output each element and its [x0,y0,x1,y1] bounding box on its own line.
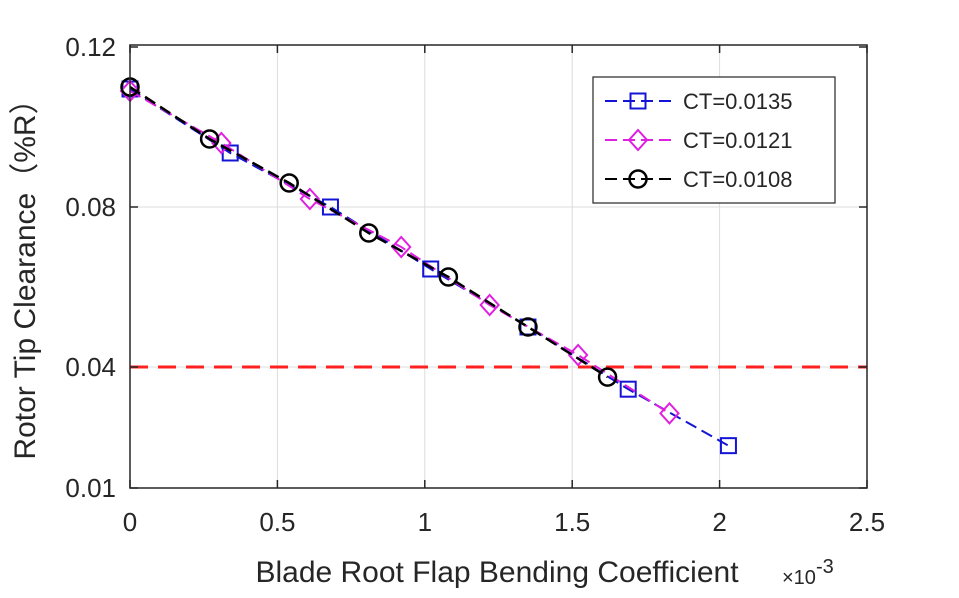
y-tick-label: 0.04 [65,352,116,382]
data-point-diamond [659,401,680,425]
x-tick-label: 2.5 [849,507,885,537]
legend-entry: CT=0.0121 [605,128,792,153]
data-point-diamond [567,343,589,367]
y-tick-label: 0.08 [65,192,116,222]
y-axis-label: Rotor Tip Clearance（%R） [9,84,42,459]
legend-entry: CT=0.0108 [605,167,792,192]
legend-marker-circle [628,169,648,189]
data-point-circle [279,173,299,193]
data-point-diamond [211,131,232,155]
data-point-diamond [299,187,321,211]
legend-label: CT=0.0121 [683,128,792,153]
data-point-circle [518,317,538,337]
legend-label: CT=0.0108 [683,167,792,192]
series-line [129,88,729,447]
series-layer [119,77,737,455]
data-point-circle [199,129,220,149]
x-axis-multiplier-exponent: -3 [816,556,834,578]
x-tick-label: 1 [418,507,432,537]
axis-ticks: 0 0.5 1 1.5 2 2.5 0.01 0.04 0.08 0.12 [65,32,885,537]
data-point-circle [359,223,379,243]
series-2 [119,79,680,425]
legend-marker-diamond [627,128,649,152]
data-point-square [619,380,637,398]
x-axis-multiplier-base: ×10 [782,567,816,589]
data-point-circle [597,367,618,387]
data-point-diamond [479,293,501,317]
legend-entry: CT=0.0135 [605,89,792,114]
legend: CT=0.0135 CT=0.0121 CT=0.0108 [592,76,836,204]
data-point-diamond [390,235,412,259]
y-tick-label: 0.12 [65,32,116,62]
y-tick-label: 0.01 [65,473,116,503]
legend-label: CT=0.0135 [683,89,792,114]
x-axis-label: Blade Root Flap Bending Coefficient [255,556,739,589]
x-tick-label: 0.5 [259,507,295,537]
data-point-circle [438,267,459,287]
series-line [129,85,609,379]
x-tick-label: 1.5 [554,507,590,537]
x-axis-multiplier: ×10-3 [782,556,834,589]
data-point-square [719,437,737,455]
series-line [129,90,671,415]
plot-frame [129,44,868,489]
x-tick-label: 2 [712,507,726,537]
data-point-square [422,260,440,278]
x-tick-label: 0 [123,507,137,537]
legend-marker-square [629,92,647,110]
